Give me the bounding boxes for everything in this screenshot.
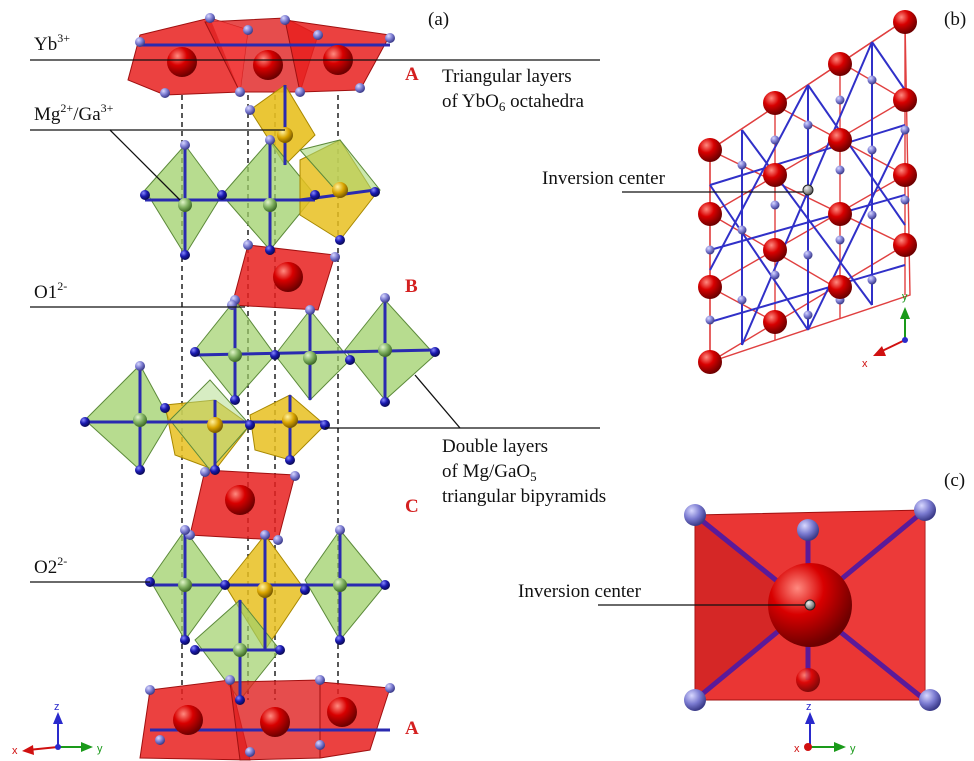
panel-label-a: (a) [428, 9, 449, 30]
axes-panel-a: z x y [12, 701, 103, 757]
label-o1: O12- [34, 279, 67, 303]
layer-label-b: B [405, 276, 418, 297]
axis-c-y-label: y [850, 743, 856, 755]
axis-c-z-label: z [806, 701, 812, 713]
axis-b-x-label: x [862, 358, 868, 370]
layer-label-bottom-a: A [405, 718, 419, 739]
axis-c-x-label: x [794, 743, 800, 755]
label-double-layers-2: of Mg/GaO5 [442, 461, 537, 484]
panel-c-octahedron: Inversion center (c) z x y [518, 470, 965, 755]
b-inversion-center-marker [802, 184, 814, 196]
axis-b-y-label: y [902, 291, 908, 303]
c-o-top [797, 519, 819, 541]
c-o-tr [914, 499, 936, 521]
panel-label-b: (b) [944, 9, 966, 30]
c-inversion-center-marker [804, 599, 816, 611]
layer-label-top-a: A [405, 64, 419, 85]
label-mg-ga: Mg2+/Ga3+ [34, 101, 114, 125]
c-o-bl [684, 689, 706, 711]
axis-x-label: x [12, 745, 18, 757]
c-yb-lower [796, 668, 820, 692]
axis-z-label: z [54, 701, 60, 713]
b-yb-atoms [698, 10, 917, 374]
panel-b-layer-view: Inversion center (b) y x [542, 9, 966, 374]
label-double-layers-1: Double layers [442, 436, 548, 457]
label-yb: Yb3+ [34, 31, 70, 55]
label-triangular-layers-1: Triangular layers [442, 66, 572, 87]
layer-label-c: C [405, 496, 419, 517]
label-triangular-layers-2: of YbO6 octahedra [442, 91, 584, 114]
c-o-br [919, 689, 941, 711]
oxygen-atoms [80, 13, 440, 757]
upper-bipyramid-layer [144, 84, 381, 256]
mg-ga-atoms [133, 127, 392, 657]
panel-a-leaders [30, 59, 600, 583]
label-inversion-center-b: Inversion center [542, 168, 666, 189]
axes-panel-c: z x y [794, 701, 856, 755]
panel-a-structure: Yb3+ Mg2+/Ga3+ O12- O22- Triangular laye… [12, 9, 606, 761]
label-inversion-center-c: Inversion center [518, 581, 642, 602]
c-o-tl [684, 504, 706, 526]
double-bipyramid-layer [84, 299, 436, 471]
axis-y-label: y [97, 743, 103, 755]
label-o2: O22- [34, 554, 67, 578]
axes-panel-b: y x [862, 291, 910, 370]
label-double-layers-3: triangular bipyramids [442, 486, 606, 507]
panel-label-c: (c) [944, 470, 965, 491]
bottom-octahedra-layer [139, 679, 391, 761]
